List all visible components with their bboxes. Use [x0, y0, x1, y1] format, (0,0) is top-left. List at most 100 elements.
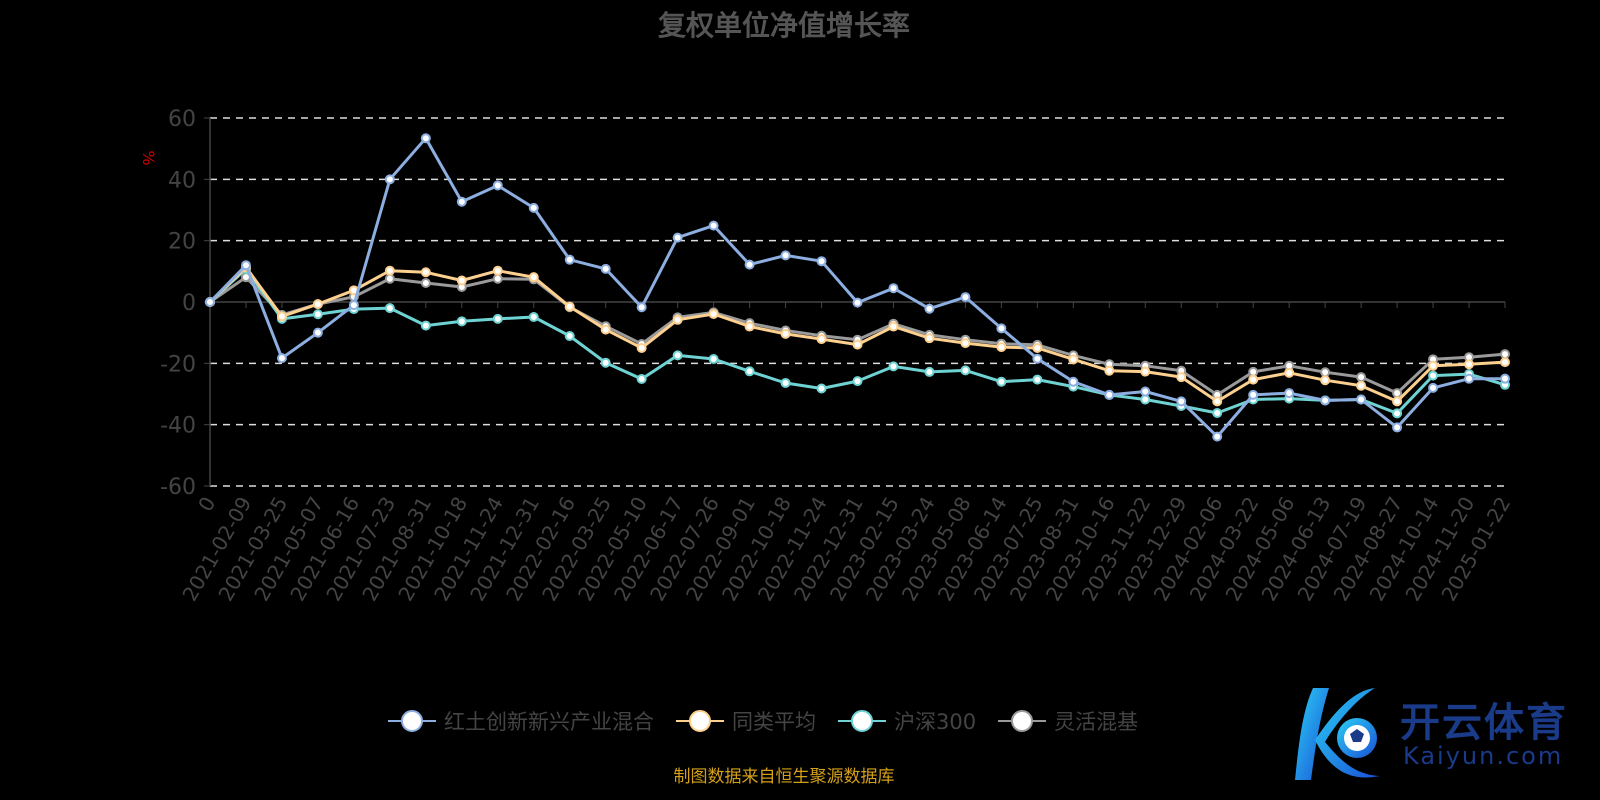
data-point — [996, 323, 1007, 334]
data-point — [1464, 373, 1475, 384]
data-point — [996, 376, 1007, 387]
data-point — [564, 331, 575, 342]
data-point — [1320, 375, 1331, 386]
data-point — [456, 316, 467, 327]
data-point — [492, 180, 503, 191]
data-point — [708, 308, 719, 319]
data-point — [1356, 380, 1367, 391]
data-point — [1068, 354, 1079, 365]
y-tick-label: -40 — [160, 414, 196, 439]
data-point — [312, 299, 323, 310]
data-point — [924, 366, 935, 377]
data-point — [1356, 394, 1367, 405]
data-point — [1284, 388, 1295, 399]
data-point — [852, 376, 863, 387]
legend-item-category-average[interactable]: 同类平均 — [676, 706, 816, 736]
data-point — [1176, 372, 1187, 383]
data-point — [888, 361, 899, 372]
data-point — [744, 321, 755, 332]
legend-marker-icon — [676, 706, 724, 736]
data-point — [1320, 367, 1331, 378]
data-point — [492, 265, 503, 276]
chart-title: 复权单位净值增长率 — [657, 9, 910, 42]
data-point — [492, 313, 503, 324]
y-tick-label: 60 — [168, 107, 196, 132]
data-point — [1104, 389, 1115, 400]
data-point — [600, 357, 611, 368]
data-point — [1140, 366, 1151, 377]
data-point — [924, 303, 935, 314]
data-point — [1248, 389, 1259, 400]
data-point — [888, 321, 899, 332]
data-point — [528, 312, 539, 323]
data-point — [528, 272, 539, 283]
data-point — [1392, 422, 1403, 433]
data-point — [1428, 382, 1439, 393]
y-tick-label: 20 — [168, 230, 196, 255]
legend-item-flexible-mixed[interactable]: 灵活混基 — [998, 706, 1138, 736]
data-point — [708, 220, 719, 231]
data-point — [780, 250, 791, 261]
data-point — [240, 260, 251, 271]
data-point — [1500, 357, 1510, 368]
legend-item-csi300[interactable]: 沪深300 — [838, 706, 976, 736]
data-point — [600, 263, 611, 274]
data-point — [492, 273, 503, 284]
legend-marker-icon — [388, 706, 436, 736]
legend-label: 红土创新新兴产业混合 — [444, 710, 654, 734]
data-point — [852, 297, 863, 308]
data-point — [420, 267, 431, 278]
data-point — [1500, 349, 1510, 360]
data-point — [780, 328, 791, 339]
data-point — [384, 303, 395, 314]
data-point — [888, 283, 899, 294]
data-point — [276, 311, 287, 322]
kaiyun-logo: 开云体育 Kaiyun.com — [1285, 680, 1595, 790]
data-point — [1032, 374, 1043, 385]
data-point — [1140, 394, 1151, 405]
data-point — [312, 309, 323, 320]
data-point — [1392, 388, 1403, 399]
logo-k-icon — [1295, 688, 1380, 780]
data-point — [636, 302, 647, 313]
data-point — [960, 338, 971, 349]
logo-text-cn: 开云体育 — [1400, 700, 1568, 746]
legend-label: 沪深300 — [894, 710, 977, 734]
data-point — [276, 353, 287, 364]
legend-item-fund[interactable]: 红土创新新兴产业混合 — [388, 706, 654, 736]
data-point — [420, 133, 431, 144]
y-tick-label: -60 — [160, 475, 196, 500]
data-point — [1032, 343, 1043, 353]
data-point — [816, 383, 827, 394]
data-point — [816, 334, 827, 345]
data-point — [816, 256, 827, 267]
data-point — [1500, 373, 1510, 384]
legend-marker-icon — [838, 706, 886, 736]
logo-text-en: Kaiyun.com — [1403, 742, 1564, 770]
data-point — [1068, 376, 1079, 387]
data-point — [672, 314, 683, 325]
data-point — [1392, 408, 1403, 419]
data-point — [636, 343, 647, 353]
data-point — [600, 324, 611, 335]
data-point — [420, 277, 431, 288]
data-point — [1464, 359, 1475, 370]
series-红土创新新兴产业混合 — [205, 133, 1510, 442]
data-point — [1212, 396, 1223, 407]
data-point — [420, 320, 431, 331]
data-point — [852, 339, 863, 350]
data-point — [384, 174, 395, 185]
legend: 红土创新新兴产业混合 同类平均 沪深300 灵活混基 — [388, 706, 1138, 736]
data-point — [564, 254, 575, 265]
data-point — [348, 300, 359, 311]
data-point — [1104, 365, 1115, 376]
data-point — [672, 350, 683, 361]
data-point — [312, 327, 323, 338]
series-沪深300 — [205, 263, 1510, 419]
data-point — [996, 342, 1007, 353]
data-point — [780, 377, 791, 388]
data-point — [1212, 431, 1223, 442]
data-point — [1284, 367, 1295, 378]
data-point — [960, 292, 971, 303]
